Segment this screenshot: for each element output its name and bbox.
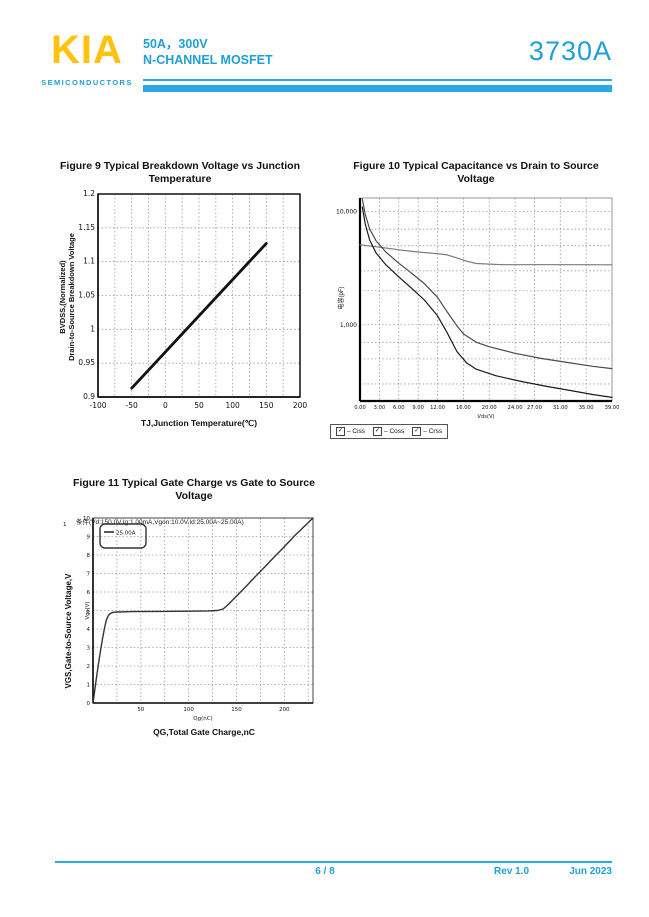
svg-text:150: 150: [231, 707, 242, 713]
svg-text:0.00: 0.00: [354, 405, 366, 411]
svg-text:9.00: 9.00: [412, 405, 424, 411]
svg-text:12.00: 12.00: [430, 405, 445, 411]
svg-text:200: 200: [293, 401, 308, 410]
svg-text:0.95: 0.95: [78, 358, 95, 367]
svg-text:4: 4: [87, 627, 91, 633]
figure-9-plot: -100 -50 0 50 100 150 200 0.9 0.95 1 1.05 1.1 1.15 1.…: [78, 189, 308, 410]
svg-text:8: 8: [87, 553, 91, 559]
svg-text:2: 2: [87, 664, 91, 670]
checkbox-icon-ciss[interactable]: ✓: [336, 427, 345, 436]
svg-text:10,000: 10,000: [336, 209, 357, 216]
svg-text:3.00: 3.00: [374, 405, 386, 411]
figure-11-title: Figure 11 Typical Gate Charge vs Gate to…: [73, 477, 315, 502]
logo-text: KIA: [51, 28, 123, 72]
svg-text:16.00: 16.00: [456, 405, 471, 411]
figure-10-y-axis-label: 电容(pF): [339, 286, 345, 310]
svg-text:39.00: 39.00: [605, 405, 620, 411]
figure-11-plot: 50 100 150 200 0 1 2 3 4 5 6 7 8 9 10 Qg(nC) Vgs(V) 1 25.0…: [63, 516, 314, 722]
legend-item-ciss: ✓ – Ciss: [336, 427, 365, 436]
svg-text:20.00: 20.00: [482, 405, 497, 411]
figure-10-plot: 0.00 3.00 6.00 9.00 12.00 16.00 20.00 24.00 27.0…: [336, 197, 620, 420]
figure-11-y-axis-label: VGS,Gate-to-Source Voltage,V: [64, 573, 73, 689]
checkbox-icon-coss[interactable]: ✓: [373, 427, 383, 436]
legend-item-crss: ✓ – Crss: [412, 427, 442, 436]
svg-text:35.00: 35.00: [579, 405, 594, 411]
header-rule-thin: [143, 79, 612, 81]
figure-11-gate-charge: Figure 11 Typical Gate Charge vs Gate to…: [48, 477, 340, 737]
legend-label-crss: – Crss: [423, 428, 443, 435]
svg-text:5: 5: [87, 609, 91, 615]
legend-label-ciss: – Ciss: [347, 428, 366, 435]
svg-text:27.00: 27.00: [527, 405, 542, 411]
figure-9-x-axis-label: TJ,Junction Temperature(℃): [140, 418, 258, 428]
checkbox-icon-crss[interactable]: ✓: [412, 427, 422, 436]
legend-item-coss: ✓ – Coss: [373, 427, 404, 436]
svg-text:7: 7: [87, 572, 91, 578]
svg-text:-50: -50: [126, 401, 138, 410]
svg-text:Vgs(V): Vgs(V): [85, 601, 91, 619]
svg-text:1,000: 1,000: [340, 322, 357, 329]
brand-logo: KIA SEMICONDUCTORS: [37, 28, 137, 87]
svg-text:-100: -100: [89, 401, 106, 410]
svg-text:0.9: 0.9: [83, 392, 95, 401]
device-rating: 50A，300V: [143, 37, 208, 51]
svg-text:6.00: 6.00: [393, 405, 405, 411]
svg-text:150: 150: [259, 401, 274, 410]
revision: Rev 1.0: [494, 866, 530, 877]
footer-rule: [55, 861, 612, 863]
svg-text:1.05: 1.05: [78, 291, 95, 300]
svg-text:1: 1: [63, 522, 67, 528]
figure-10-capacitance: Figure 10 Typical Capacitance vs Drain t…: [330, 160, 622, 439]
part-number: 3730A: [528, 36, 612, 66]
svg-text:1: 1: [87, 683, 91, 689]
figure-10-title: Figure 10 Typical Capacitance vs Drain t…: [353, 160, 599, 185]
svg-text:0: 0: [87, 701, 91, 707]
svg-text:1.1: 1.1: [83, 257, 95, 266]
logo-subtext: SEMICONDUCTORS: [41, 78, 133, 87]
svg-text:10: 10: [83, 516, 90, 522]
svg-text:50: 50: [194, 401, 204, 410]
revision-info: Rev 1.0 Jun 2023: [494, 866, 612, 877]
svg-text:50: 50: [137, 707, 144, 713]
figure-10-legend: ✓ – Ciss ✓ – Coss ✓ – Crss: [330, 424, 449, 439]
svg-text:24.00: 24.00: [508, 405, 523, 411]
figure-9-breakdown-voltage: Figure 9 Typical Breakdown Voltage vs Ju…: [48, 160, 312, 429]
device-info: 50A，300V N-CHANNEL MOSFET: [143, 36, 273, 68]
svg-text:9: 9: [87, 535, 91, 541]
figure-11-test-condition: 条件(Vd:150.0V,Ig:1.00mA,Vgon:10.0V,Id:25.…: [76, 519, 244, 526]
svg-text:1.2: 1.2: [83, 189, 95, 198]
svg-text:25.00A: 25.00A: [116, 531, 136, 537]
svg-text:100: 100: [226, 401, 241, 410]
svg-text:200: 200: [279, 707, 290, 713]
figure-11-x-axis-label: QG,Total Gate Charge,nC: [153, 727, 255, 737]
figure-9-title: Figure 9 Typical Breakdown Voltage vs Ju…: [60, 160, 300, 185]
figure-9-y-axis-label: BVDSS,(Normalized) Drain-to-Source Break…: [58, 233, 76, 361]
svg-text:3: 3: [87, 646, 91, 652]
svg-text:1: 1: [90, 324, 95, 333]
page-number: 6 / 8: [315, 866, 335, 877]
svg-text:0: 0: [163, 401, 168, 410]
svg-text:1.15: 1.15: [78, 223, 95, 232]
svg-text:Vds(V): Vds(V): [477, 414, 494, 420]
svg-text:31.00: 31.00: [553, 405, 568, 411]
device-type: N-CHANNEL MOSFET: [143, 53, 273, 67]
revision-date: Jun 2023: [569, 866, 612, 877]
svg-text:6: 6: [87, 590, 91, 596]
svg-text:100: 100: [183, 707, 194, 713]
legend-label-coss: – Coss: [384, 428, 405, 435]
header-rule-thick: [143, 85, 612, 92]
svg-text:Qg(nC): Qg(nC): [193, 716, 212, 722]
